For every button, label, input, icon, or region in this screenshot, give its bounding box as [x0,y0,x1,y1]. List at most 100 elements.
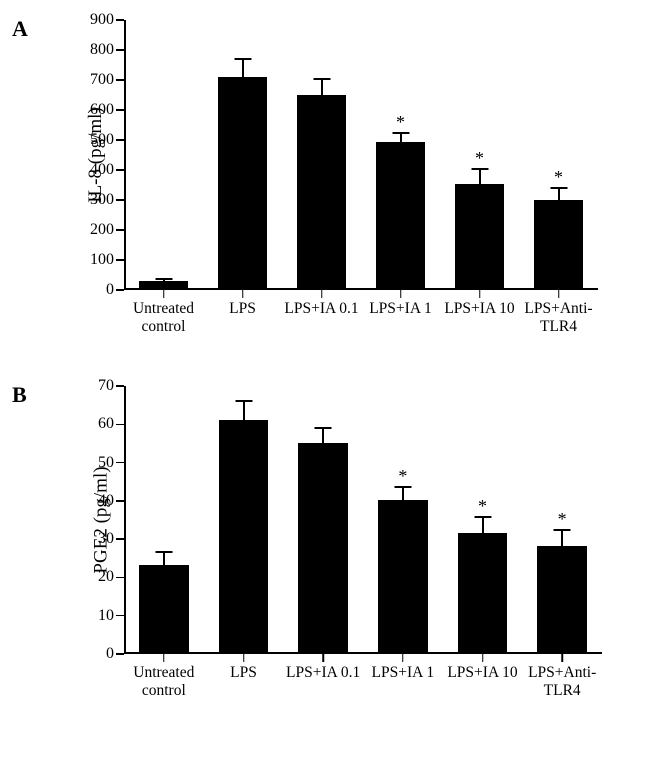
y-tick [116,109,124,111]
error-bar [561,530,563,546]
y-tick [116,424,124,426]
x-tick-label: LPS+IA 10 [437,300,522,318]
y-tick-label: 900 [90,11,114,29]
y-tick [116,385,124,387]
x-axis [124,288,598,290]
bar [458,533,507,654]
x-tick [482,654,484,662]
y-tick [116,462,124,464]
error-cap [471,168,488,170]
error-bar [242,59,244,77]
y-tick-label: 0 [106,645,114,663]
bar [378,500,427,654]
y-tick [116,79,124,81]
x-tick [243,654,245,662]
error-bar [479,169,481,183]
y-tick [116,259,124,261]
y-tick [116,19,124,21]
significance-marker: * [398,467,407,485]
error-cap [394,486,411,488]
y-tick-label: 10 [98,607,114,625]
y-tick [116,139,124,141]
bar [537,546,586,654]
error-cap [155,551,172,553]
y-tick [116,289,124,291]
y-tick-label: 60 [98,415,114,433]
error-bar [163,552,165,565]
error-bar [321,79,323,96]
figure-root: A0100200300400500600700800900IL-8 (pg/ml… [12,20,638,714]
x-axis [124,652,602,654]
x-tick-label: LPS+Anti- TLR4 [519,664,605,700]
y-tick [116,199,124,201]
y-tick [116,577,124,579]
x-tick-label: LPS+IA 1 [358,300,443,318]
y-tick [116,538,124,540]
y-tick-label: 800 [90,41,114,59]
bar [298,443,347,654]
y-axis-label: PGE2 (pg/ml) [91,466,113,573]
significance-marker: * [478,497,487,515]
x-tick [321,290,323,298]
plot-area-B: 010203040506070PGE2 (pg/ml)Untreated con… [124,386,602,654]
panel-label-A: A [12,16,28,42]
x-tick [322,654,324,662]
x-tick [242,290,244,298]
error-bar [400,133,402,142]
x-tick-label: Untreated control [121,664,207,700]
x-tick-label: LPS+IA 1 [360,664,446,682]
bar [297,95,346,290]
y-tick-label: 700 [90,71,114,89]
error-bar [322,428,324,443]
panel-A: A0100200300400500600700800900IL-8 (pg/ml… [12,20,638,350]
y-tick [116,653,124,655]
x-tick-label: LPS+IA 10 [440,664,526,682]
y-axis [124,386,126,654]
x-tick [163,654,165,662]
significance-marker: * [475,149,484,167]
plot-area-A: 0100200300400500600700800900IL-8 (pg/ml)… [124,20,598,290]
y-tick [116,49,124,51]
x-tick [400,290,402,298]
x-tick-label: LPS [200,300,285,318]
x-tick [163,290,165,298]
x-tick-label: LPS+Anti- TLR4 [516,300,601,336]
error-bar [243,401,245,420]
error-cap [392,132,409,134]
error-cap [315,427,332,429]
y-tick-label: 200 [90,221,114,239]
x-tick-label: LPS+IA 0.1 [279,300,364,318]
error-cap [235,400,252,402]
bar [376,142,425,291]
x-tick [561,654,563,662]
y-tick [116,169,124,171]
bar [534,200,583,290]
error-cap [550,187,567,189]
x-tick-label: LPS [201,664,287,682]
x-tick-label: Untreated control [121,300,206,336]
panel-label-B: B [12,382,27,408]
x-tick-label: LPS+IA 0.1 [280,664,366,682]
bar [139,281,188,290]
error-cap [474,516,491,518]
significance-marker: * [558,510,567,528]
bar [218,77,267,290]
x-tick [402,654,404,662]
chart-A: 0100200300400500600700800900IL-8 (pg/ml)… [46,20,638,290]
significance-marker: * [396,113,405,131]
bar [139,565,188,654]
x-tick [558,290,560,298]
y-tick [116,500,124,502]
bar [455,184,504,291]
y-tick-label: 100 [90,251,114,269]
error-cap [234,58,251,60]
y-tick [116,615,124,617]
y-tick-label: 70 [98,377,114,395]
y-axis [124,20,126,290]
y-tick-label: 0 [106,281,114,299]
significance-marker: * [554,168,563,186]
bar [219,420,268,654]
error-cap [313,78,330,80]
error-bar [558,188,560,200]
y-tick [116,229,124,231]
